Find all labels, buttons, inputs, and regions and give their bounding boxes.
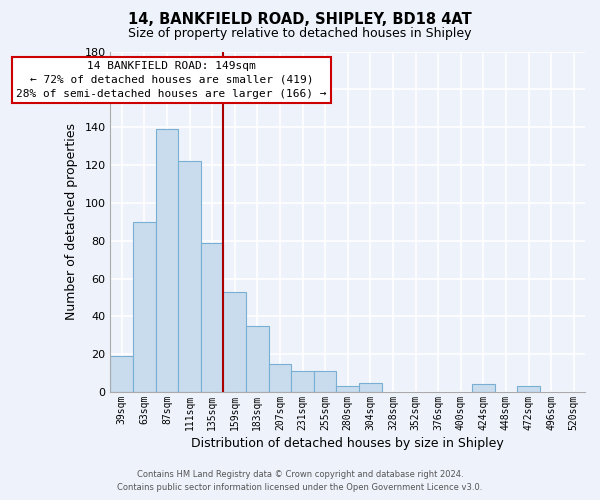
- Text: 14 BANKFIELD ROAD: 149sqm
← 72% of detached houses are smaller (419)
28% of semi: 14 BANKFIELD ROAD: 149sqm ← 72% of detac…: [16, 61, 327, 99]
- Bar: [269, 364, 291, 392]
- Bar: [178, 161, 201, 392]
- Bar: [110, 356, 133, 392]
- Bar: [246, 326, 269, 392]
- Bar: [155, 129, 178, 392]
- X-axis label: Distribution of detached houses by size in Shipley: Distribution of detached houses by size …: [191, 437, 504, 450]
- Bar: [223, 292, 246, 392]
- Bar: [472, 384, 494, 392]
- Bar: [337, 386, 359, 392]
- Bar: [291, 371, 314, 392]
- Bar: [359, 382, 382, 392]
- Bar: [517, 386, 540, 392]
- Y-axis label: Number of detached properties: Number of detached properties: [65, 124, 77, 320]
- Bar: [201, 242, 223, 392]
- Text: Size of property relative to detached houses in Shipley: Size of property relative to detached ho…: [128, 28, 472, 40]
- Bar: [133, 222, 155, 392]
- Text: Contains HM Land Registry data © Crown copyright and database right 2024.
Contai: Contains HM Land Registry data © Crown c…: [118, 470, 482, 492]
- Bar: [314, 371, 337, 392]
- Text: 14, BANKFIELD ROAD, SHIPLEY, BD18 4AT: 14, BANKFIELD ROAD, SHIPLEY, BD18 4AT: [128, 12, 472, 28]
